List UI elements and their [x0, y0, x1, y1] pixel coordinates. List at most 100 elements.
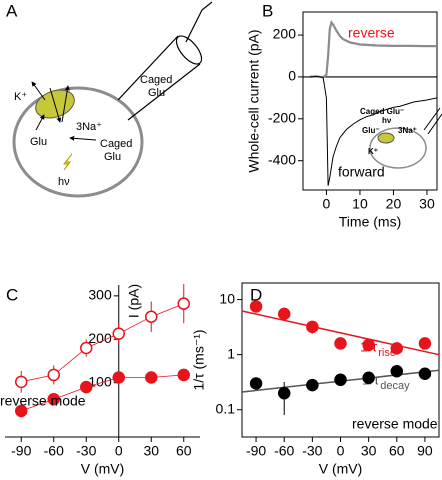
inset-label: Caged Glu⁻: [360, 107, 404, 116]
point: [15, 375, 28, 389]
point: [334, 373, 347, 387]
point: [15, 404, 28, 418]
x-tick-label: 90: [417, 443, 433, 459]
trace: [309, 20, 437, 79]
y-tick-label: 100: [88, 373, 112, 389]
pipette: [127, 63, 201, 121]
panel-letter: D: [250, 285, 262, 304]
point: [145, 371, 158, 384]
inset-label: Glu⁻: [362, 126, 380, 135]
x-tick-label: -60: [274, 443, 294, 459]
x-tick-label: 0: [337, 443, 345, 459]
label: Glu: [148, 87, 165, 99]
series-label: reverse: [348, 25, 395, 41]
series-label: forward: [338, 164, 385, 180]
y-tick-label: 300: [88, 287, 112, 303]
y-tick-label: -400: [268, 151, 296, 167]
inset-label: K⁺: [368, 147, 378, 156]
point: [362, 371, 375, 385]
panel-letter: C: [6, 285, 18, 304]
chart: C -90 -60 -30 0 30 60 100 200 300 V (mV) I (pA) reve…: [0, 284, 200, 477]
x-axis-label: Time (ms): [339, 214, 401, 230]
annotation: reverse mode: [352, 416, 438, 432]
label: Caged: [100, 138, 132, 150]
point: [177, 368, 190, 382]
y-axis-label: I (pA): [125, 284, 141, 318]
y-tick-label: 0.1: [216, 400, 236, 416]
arrow: [35, 114, 45, 131]
x-tick-label: 60: [176, 443, 192, 459]
y-tick-label: 0: [288, 68, 296, 84]
chart: B 0 10 20 30 -400 -200 0 200 Time (ms) Whole-cell …: [246, 1, 438, 230]
label: Caged: [140, 74, 172, 86]
x-axis-label: V (mV): [81, 461, 125, 477]
point: [112, 371, 125, 384]
x-tick-label: 0: [115, 443, 123, 459]
point: [80, 380, 93, 394]
pipette: [175, 35, 203, 65]
y-tick-label: 200: [273, 26, 297, 42]
inset-label: 3Na⁺: [398, 126, 417, 135]
y-tick-label: 10: [219, 290, 235, 306]
trace: [309, 75, 438, 186]
x-tick-label: -90: [11, 443, 31, 459]
inset-label: hν: [382, 116, 392, 125]
pipette: [117, 35, 179, 101]
x-tick-label: 30: [419, 196, 435, 212]
frame: [302, 11, 438, 191]
point: [112, 327, 125, 340]
x-axis-label: V (mV): [319, 461, 363, 477]
label: Glu: [104, 151, 121, 163]
x-tick-label: -30: [76, 443, 96, 459]
point: [362, 338, 375, 352]
annotation: reverse mode: [0, 393, 86, 409]
point: [418, 337, 432, 350]
point: [80, 341, 93, 355]
arrow: [49, 87, 62, 123]
wire: [185, 1, 213, 43]
y-axis-label: Whole-cell current (pA): [246, 29, 262, 172]
point: [249, 377, 263, 390]
y-axis-label: 1/τ (ms⁻¹): [191, 329, 207, 390]
x-tick-label: -90: [246, 443, 266, 459]
x-tick-label: -60: [44, 443, 64, 459]
point: [145, 310, 158, 323]
point: [177, 297, 190, 310]
cell: [12, 86, 144, 198]
x-tick-label: 10: [352, 196, 368, 212]
point: [390, 342, 404, 355]
x-tick-label: -30: [302, 443, 322, 459]
inset-cell: [369, 127, 427, 169]
point: [334, 337, 347, 350]
diagram: A K⁺ 3Na⁺ Glu Caged Glu hν Caged Glu: [6, 1, 213, 198]
point: [390, 364, 404, 378]
y-tick-label: 1: [227, 345, 235, 361]
x-tick-label: 60: [389, 443, 405, 459]
inset: Caged Glu⁻ hν Glu⁻ 3Na⁺ K⁺: [360, 107, 442, 169]
fit-label-sub: decay: [380, 380, 410, 392]
inset-pipette: [423, 107, 442, 135]
point: [277, 386, 291, 400]
arrow: [61, 85, 70, 123]
point: [306, 320, 319, 334]
panel-letter: A: [6, 1, 18, 20]
label: K⁺: [14, 91, 27, 103]
arrow: [31, 81, 46, 101]
panel-letter: B: [262, 1, 273, 20]
point: [47, 392, 60, 406]
x-tick-label: 30: [361, 443, 377, 459]
label: hν: [58, 176, 70, 188]
frame: [241, 282, 440, 438]
x-tick-label: 20: [386, 196, 402, 212]
inset-transporter: [377, 132, 395, 144]
y-tick-label: -200: [268, 110, 296, 126]
arrow: [69, 135, 97, 141]
x-tick-label: 30: [143, 443, 159, 459]
fit-line: [241, 310, 440, 356]
label: Glu: [30, 136, 47, 148]
y-tick-label: 200: [88, 330, 112, 346]
point: [418, 367, 432, 381]
label: 3Na⁺: [76, 121, 102, 133]
